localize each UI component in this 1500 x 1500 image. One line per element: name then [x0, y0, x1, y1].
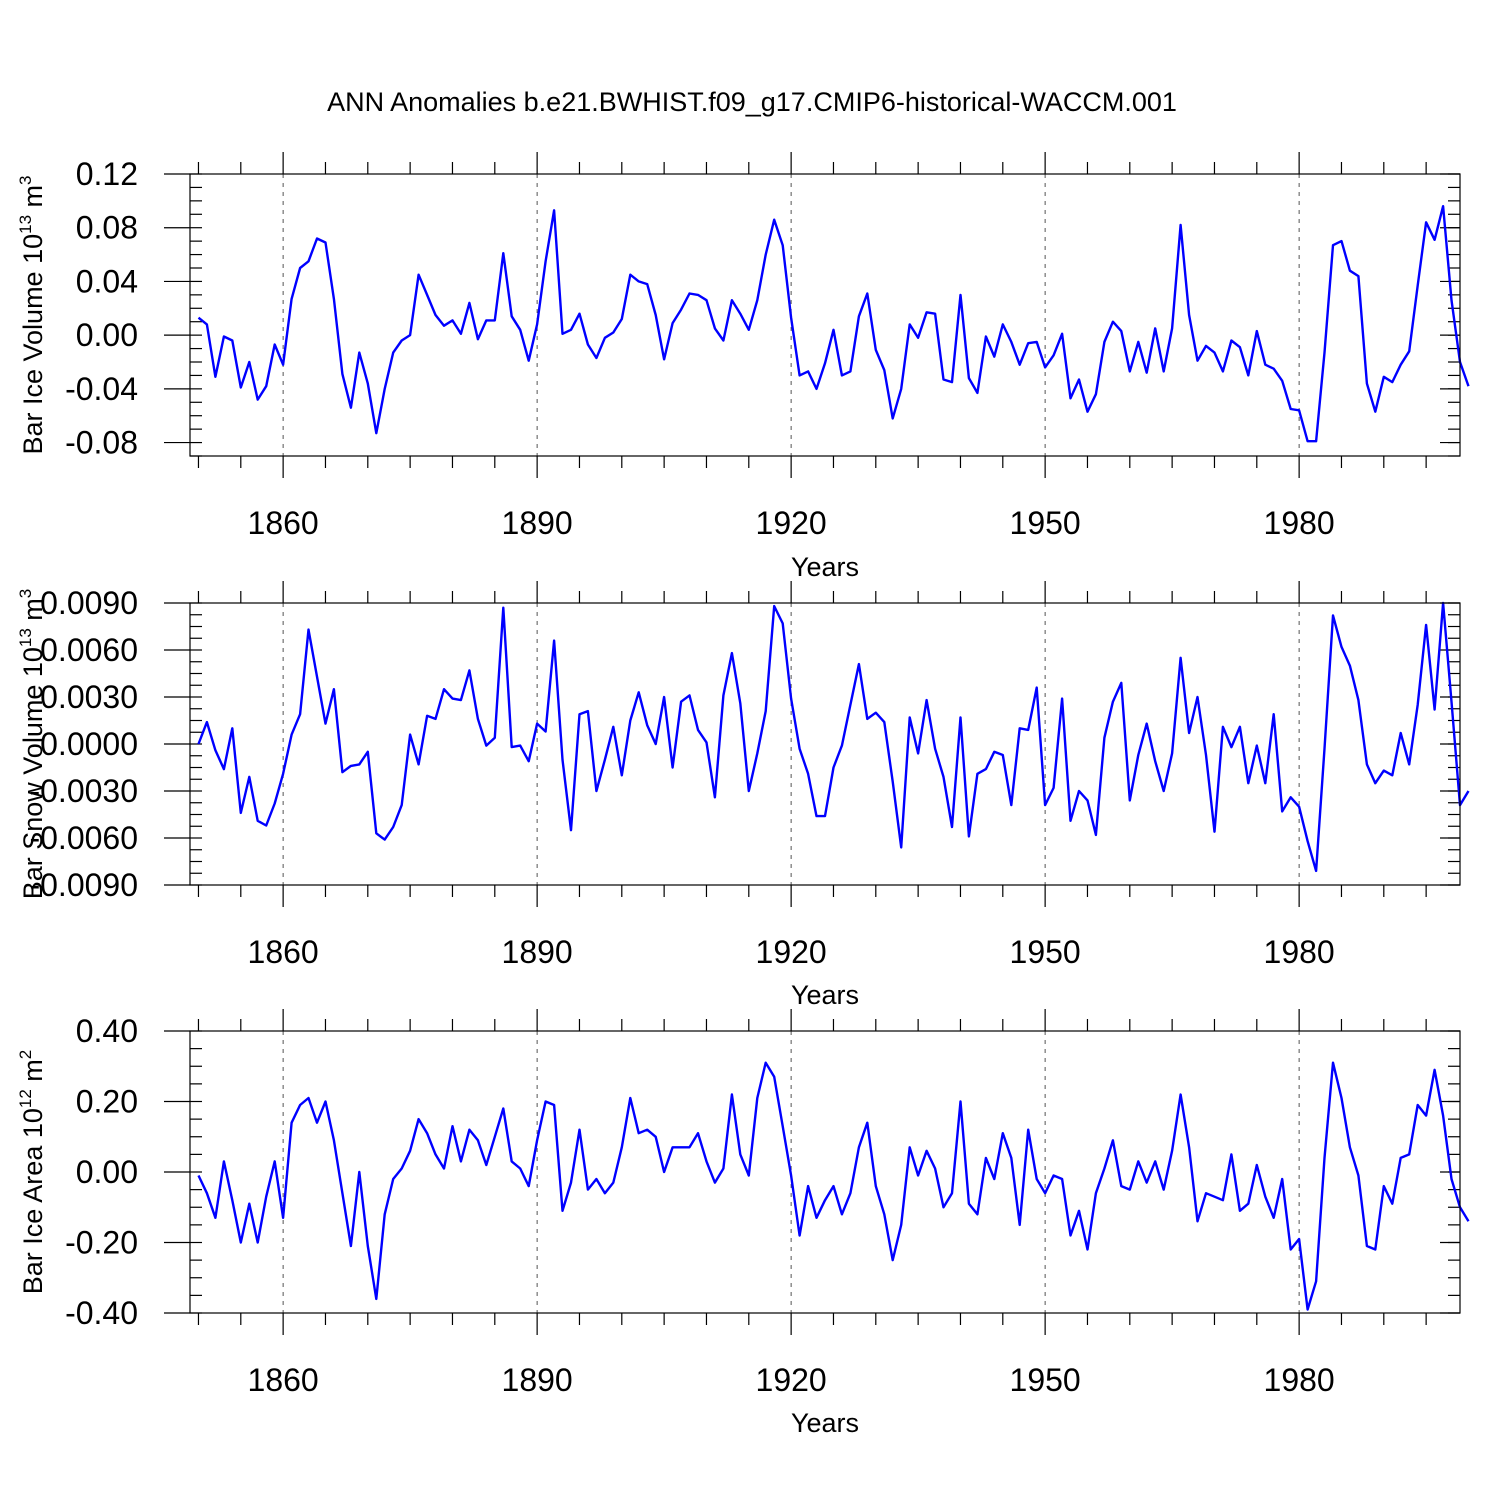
- snow-volume-panel: -0.0090 -0.0060 -0.0030 0.0000 0.0030 0.0060 0…: [16, 581, 1470, 1010]
- ice-area-xtick-label: 1860: [248, 1362, 319, 1398]
- ice-volume-plot-frame: [189, 173, 1461, 457]
- ice-area-ytick-label: 0.40: [76, 1013, 138, 1049]
- ice-volume-xlabel: Years: [791, 552, 859, 582]
- ice-area-series-line: [197, 1061, 1470, 1311]
- snow-volume-ytick-label: -0.0030: [29, 773, 138, 809]
- chart-title: ANN Anomalies b.e21.BWHIST.f09_g17.CMIP6…: [327, 87, 1177, 117]
- ice-volume-series-line: [197, 204, 1470, 443]
- snow-volume-ytick-label: -0.0060: [29, 820, 138, 856]
- snow-volume-ytick-label: 0.0030: [40, 679, 138, 715]
- ice-volume-ytick-label: 0.00: [76, 317, 138, 353]
- snow-volume-ytick-label: 0.0000: [40, 726, 138, 762]
- snow-volume-xtick-label: 1980: [1264, 934, 1335, 970]
- snow-volume-series-line: [197, 601, 1470, 873]
- ice-volume-ytick-label: -0.04: [65, 371, 138, 407]
- ice-area-ytick-label: -0.40: [65, 1295, 138, 1331]
- ice-area-xtick-label: 1890: [502, 1362, 573, 1398]
- snow-volume-xtick-label: 1890: [502, 934, 573, 970]
- snow-volume-xlabel: Years: [791, 980, 859, 1010]
- ice-volume-xtick-label: 1920: [756, 505, 827, 541]
- ice-area-xlabel: Years: [791, 1408, 859, 1438]
- snow-volume-ytick-label: 0.0090: [40, 585, 138, 621]
- ice-area-xtick-label: 1950: [1010, 1362, 1081, 1398]
- panels: -0.08 -0.04 0.00 0.04 0.08 0.12 1860 1890 1920 19…: [16, 152, 1470, 1438]
- ice-volume-xtick-label: 1890: [502, 505, 573, 541]
- ice-volume-xtick-label: 1950: [1010, 505, 1081, 541]
- ice-volume-ytick-label: 0.08: [76, 210, 138, 246]
- ice-volume-xtick-label: 1980: [1264, 505, 1335, 541]
- ice-volume-ylabel: Bar Ice Volume 1013 m3: [16, 175, 48, 454]
- ice-area-ytick-label: -0.20: [65, 1225, 138, 1261]
- ice-volume-xtick-label: 1860: [248, 505, 319, 541]
- ice-volume-ytick-label: -0.08: [65, 425, 138, 461]
- snow-volume-xtick-label: 1950: [1010, 934, 1081, 970]
- ice-area-xtick-label: 1920: [756, 1362, 827, 1398]
- ice-area-panel: -0.40 -0.20 0.00 0.20 0.40 1860 1890 1920 1950 19…: [16, 1009, 1470, 1438]
- ice-area-xtick-label: 1980: [1264, 1362, 1335, 1398]
- ice-volume-ytick-label: 0.04: [76, 263, 138, 299]
- ice-volume-panel: -0.08 -0.04 0.00 0.04 0.08 0.12 1860 1890 1920 19…: [16, 152, 1470, 582]
- snow-volume-ytick-label: 0.0060: [40, 632, 138, 668]
- snow-volume-ytick-label: -0.0090: [29, 867, 138, 903]
- ice-area-plot-frame: [189, 1030, 1461, 1314]
- snow-volume-xtick-label: 1920: [756, 934, 827, 970]
- ice-area-ytick-label: 0.20: [76, 1084, 138, 1120]
- ice-area-ytick-label: 0.00: [76, 1154, 138, 1190]
- snow-volume-xtick-label: 1860: [248, 934, 319, 970]
- snow-volume-plot-frame: [189, 602, 1461, 886]
- snow-volume-ylabel: Bar Snow Volume 1013 m3: [16, 589, 48, 900]
- ice-volume-ytick-label: 0.12: [76, 156, 138, 192]
- ice-area-ylabel: Bar Ice Area 1012 m2: [16, 1050, 48, 1295]
